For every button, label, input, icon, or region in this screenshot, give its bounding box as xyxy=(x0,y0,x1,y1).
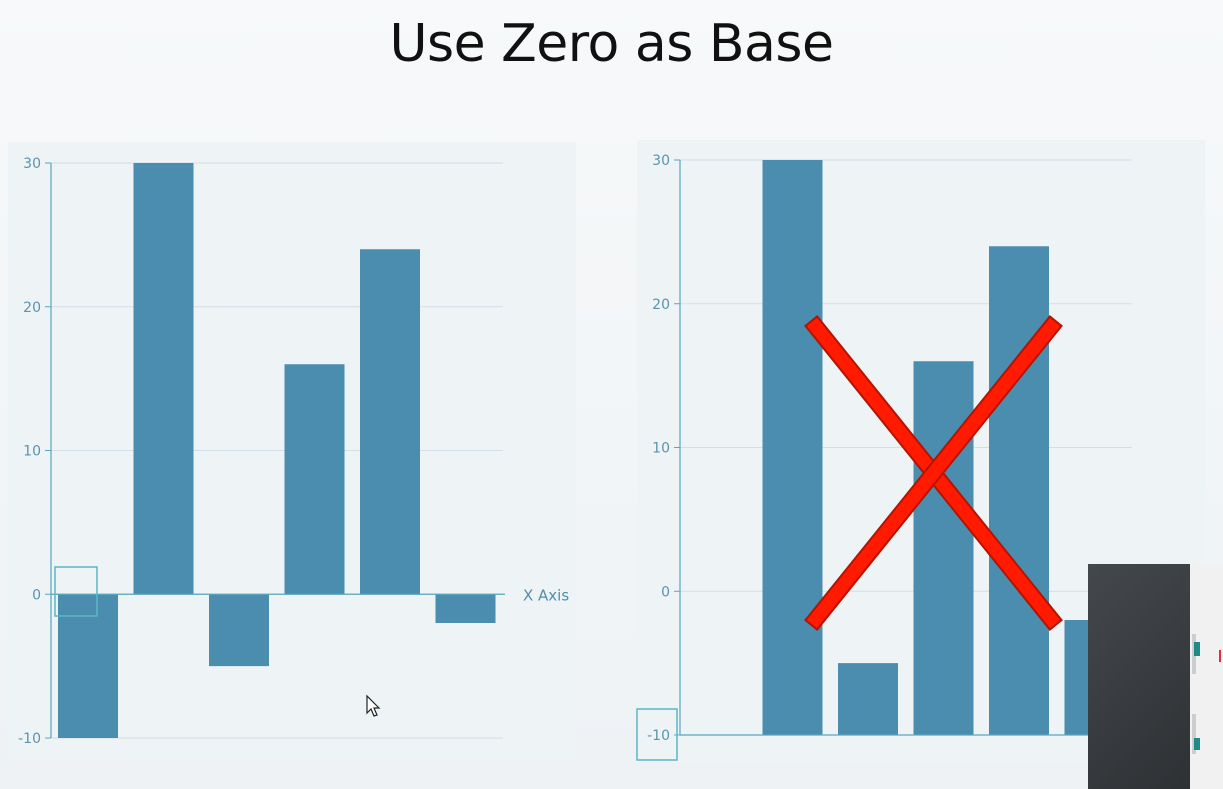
y-tick-label: 0 xyxy=(661,584,670,600)
y-tick-label: 10 xyxy=(23,444,41,460)
y-tick-label: 30 xyxy=(23,156,41,172)
bar xyxy=(360,249,420,595)
mouse-cursor-icon xyxy=(366,694,381,717)
presenter-video-thumbnail xyxy=(1088,564,1223,789)
bar xyxy=(762,160,823,735)
y-tick-label: 20 xyxy=(652,297,670,313)
red-cross-icon xyxy=(804,315,1063,631)
x-axis-title: X Axis xyxy=(523,586,569,604)
y-tick-label: 20 xyxy=(23,300,41,316)
y-tick-label: 30 xyxy=(652,153,670,169)
bar xyxy=(58,594,118,738)
bar xyxy=(133,163,194,595)
y-tick-label: 10 xyxy=(652,441,670,457)
y-tick-label: -10 xyxy=(647,728,670,744)
y-tick-label: -10 xyxy=(18,731,41,747)
bar xyxy=(435,594,496,623)
highlight-box xyxy=(636,708,678,761)
bar xyxy=(284,364,345,595)
bar xyxy=(209,594,269,667)
bar xyxy=(838,663,898,735)
bar xyxy=(913,361,974,735)
y-tick-label: 0 xyxy=(32,587,41,603)
slide-title: Use Zero as Base xyxy=(389,14,834,74)
highlight-box xyxy=(54,566,98,617)
bar xyxy=(989,246,1049,735)
